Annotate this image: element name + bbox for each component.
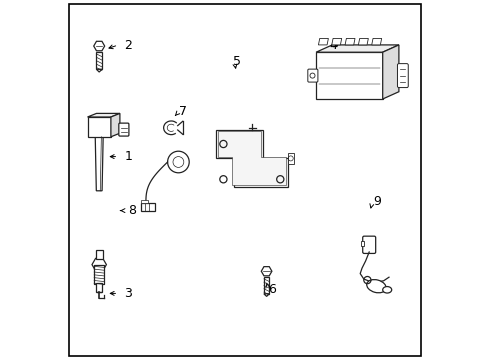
FancyBboxPatch shape xyxy=(308,69,318,82)
Bar xyxy=(288,153,294,164)
Bar xyxy=(97,283,102,292)
Bar xyxy=(94,265,104,284)
Text: 2: 2 xyxy=(124,39,132,51)
Polygon shape xyxy=(332,39,342,45)
Text: 6: 6 xyxy=(269,283,276,296)
Polygon shape xyxy=(358,39,368,45)
Polygon shape xyxy=(95,137,103,191)
Text: 4: 4 xyxy=(330,39,338,51)
Text: 5: 5 xyxy=(233,55,242,68)
Bar xyxy=(88,117,111,137)
Polygon shape xyxy=(97,69,102,72)
Polygon shape xyxy=(264,294,269,296)
Polygon shape xyxy=(372,39,382,45)
FancyBboxPatch shape xyxy=(363,236,376,253)
Polygon shape xyxy=(316,45,399,52)
Polygon shape xyxy=(383,45,399,99)
Polygon shape xyxy=(318,39,328,45)
Bar xyxy=(97,52,102,69)
Polygon shape xyxy=(216,130,288,187)
Bar xyxy=(141,200,148,203)
FancyBboxPatch shape xyxy=(119,123,129,136)
FancyBboxPatch shape xyxy=(397,64,408,87)
Bar xyxy=(141,203,155,211)
Polygon shape xyxy=(345,39,355,45)
Polygon shape xyxy=(218,131,286,185)
Text: 1: 1 xyxy=(124,150,132,163)
Ellipse shape xyxy=(383,287,392,293)
Text: 7: 7 xyxy=(179,105,188,118)
Polygon shape xyxy=(111,113,120,137)
Text: 9: 9 xyxy=(373,195,381,208)
Text: 8: 8 xyxy=(128,204,136,217)
Bar xyxy=(316,52,383,99)
Text: 3: 3 xyxy=(124,287,132,300)
Ellipse shape xyxy=(367,280,386,293)
Bar xyxy=(264,277,269,294)
Polygon shape xyxy=(361,241,364,246)
Bar xyxy=(96,250,103,259)
Polygon shape xyxy=(88,113,120,117)
